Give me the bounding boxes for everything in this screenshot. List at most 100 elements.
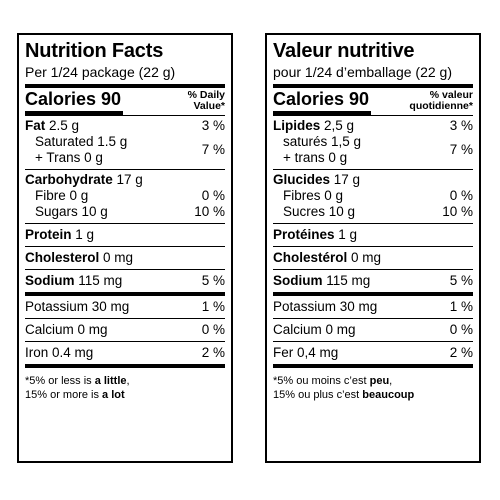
sodium-group: Sodium 115 mg 5 % bbox=[25, 270, 225, 292]
sugars-row: Sugars 10 g 10 % bbox=[25, 204, 225, 220]
sugars-label: Sucres 10 g bbox=[283, 204, 356, 219]
potassium-dv: 1 % bbox=[449, 299, 473, 314]
sodium-group: Sodium 115 mg 5 % bbox=[273, 270, 473, 292]
potassium-group: Potassium 30 mg 1 % bbox=[25, 296, 225, 319]
trans-row: + trans 0 g bbox=[283, 150, 348, 165]
daily-value-header: % Daily Value* bbox=[188, 88, 225, 112]
footnote-bold: a lot bbox=[102, 389, 125, 401]
dv-header-line2: Value* bbox=[193, 100, 225, 112]
calcium-dv: 0 % bbox=[449, 322, 473, 337]
sodium-amount: 115 mg bbox=[74, 273, 123, 288]
dv-header-line1: % valeur bbox=[429, 89, 473, 101]
protein-group: Protein 1 g bbox=[25, 224, 225, 247]
cholesterol-label: Cholesterol bbox=[25, 250, 100, 265]
top-thick-rule bbox=[25, 84, 225, 88]
carb-group: Carbohydrate 17 g Fibre 0 g 0 % Sugars 1… bbox=[25, 170, 225, 224]
protein-row: Protéines 1 g bbox=[273, 227, 473, 243]
fat-dv: 3 % bbox=[201, 118, 225, 133]
fibre-label: Fibre 0 g bbox=[35, 188, 89, 203]
calcium-group: Calcium 0 mg 0 % bbox=[273, 319, 473, 342]
iron-label: Iron 0.4 mg bbox=[25, 345, 94, 360]
carb-row: Carbohydrate 17 g bbox=[25, 172, 225, 188]
dv-header-line2: quotidienne* bbox=[409, 100, 473, 112]
daily-value-header: % valeur quotidienne* bbox=[409, 88, 473, 112]
iron-dv: 2 % bbox=[449, 345, 473, 360]
thick-rule bbox=[273, 364, 473, 368]
potassium-label: Potassium 30 mg bbox=[25, 299, 130, 314]
sat-trans-pair: saturés 1,5 g + trans 0 g 7 % bbox=[273, 134, 473, 166]
fibre-label: Fibres 0 g bbox=[283, 188, 344, 203]
footnote: *5% ou moins c’est peu, 15% ou plus c’es… bbox=[273, 368, 473, 402]
calcium-group: Calcium 0 mg 0 % bbox=[25, 319, 225, 342]
fat-row: Lipides 2,5 g 3 % bbox=[273, 118, 473, 134]
carb-group: Glucides 17 g Fibres 0 g 0 % Sucres 10 g… bbox=[273, 170, 473, 224]
fat-amount: 2.5 g bbox=[45, 118, 80, 133]
calories-row: Calories 90 % valeur quotidienne* bbox=[273, 88, 473, 113]
saturated-row: saturés 1,5 g bbox=[283, 134, 362, 149]
dv-header-line1: % Daily bbox=[187, 89, 225, 101]
calcium-dv: 0 % bbox=[201, 322, 225, 337]
cholesterol-group: Cholesterol 0 mg bbox=[25, 247, 225, 270]
footnote-line1: *5% ou moins c’est peu, bbox=[273, 374, 473, 388]
footnote-line1: *5% or less is a little, bbox=[25, 374, 225, 388]
thick-rule bbox=[25, 364, 225, 368]
calcium-row: Calcium 0 mg 0 % bbox=[25, 322, 225, 338]
footnote-text: 15% or more is bbox=[25, 389, 103, 401]
protein-row: Protein 1 g bbox=[25, 227, 225, 243]
protein-label: Protein bbox=[25, 227, 72, 242]
sodium-label: Sodium bbox=[25, 273, 75, 288]
calcium-label: Calcium 0 mg bbox=[25, 322, 108, 337]
nutrition-facts-panel-fr: Valeur nutritive pour 1/24 d’emballage (… bbox=[265, 33, 481, 463]
calories-underline bbox=[273, 111, 371, 115]
fibre-dv: 0 % bbox=[449, 188, 473, 203]
footnote-bold: a little bbox=[94, 375, 127, 387]
cholesterol-row: Cholesterol 0 mg bbox=[25, 250, 225, 266]
calories-row: Calories 90 % Daily Value* bbox=[25, 88, 225, 113]
sugars-label: Sugars 10 g bbox=[35, 204, 108, 219]
divider bbox=[25, 115, 225, 116]
sugars-row: Sucres 10 g 10 % bbox=[273, 204, 473, 220]
carb-label: Glucides bbox=[273, 172, 331, 187]
top-thick-rule bbox=[273, 84, 473, 88]
cholesterol-label: Cholestérol bbox=[273, 250, 348, 265]
carb-row: Glucides 17 g bbox=[273, 172, 473, 188]
fat-group: Fat 2.5 g 3 % Saturated 1.5 g + Trans 0 … bbox=[25, 116, 225, 170]
iron-row: Iron 0.4 mg 2 % bbox=[25, 345, 225, 361]
sat-trans-dv: 7 % bbox=[449, 142, 473, 157]
nutrition-facts-panel-en: Nutrition Facts Per 1/24 package (22 g) … bbox=[17, 33, 233, 463]
footnote-text: *5% or less is bbox=[25, 375, 95, 387]
panel-title: Valeur nutritive bbox=[273, 40, 415, 62]
fat-group: Lipides 2,5 g 3 % saturés 1,5 g + trans … bbox=[273, 116, 473, 170]
carb-label: Carbohydrate bbox=[25, 172, 113, 187]
potassium-dv: 1 % bbox=[201, 299, 225, 314]
footnote-text: , bbox=[126, 375, 130, 387]
footnote-text: *5% ou moins c’est bbox=[273, 375, 370, 387]
fat-label: Fat bbox=[25, 118, 46, 133]
fat-amount: 2,5 g bbox=[320, 118, 355, 133]
cholesterol-row: Cholestérol 0 mg bbox=[273, 250, 473, 266]
thick-rule bbox=[273, 292, 473, 296]
sodium-dv: 5 % bbox=[201, 273, 225, 288]
saturated-row: Saturated 1.5 g bbox=[35, 134, 128, 149]
sodium-amount: 115 mg bbox=[322, 273, 371, 288]
footnote-bold: peu bbox=[369, 375, 390, 387]
potassium-row: Potassium 30 mg 1 % bbox=[25, 299, 225, 315]
panel-title: Nutrition Facts bbox=[25, 40, 164, 62]
serving-size: pour 1/24 d’emballage (22 g) bbox=[273, 64, 453, 80]
sodium-row: Sodium 115 mg 5 % bbox=[273, 273, 473, 289]
protein-label: Protéines bbox=[273, 227, 335, 242]
fibre-dv: 0 % bbox=[201, 188, 225, 203]
iron-dv: 2 % bbox=[201, 345, 225, 360]
calcium-label: Calcium 0 mg bbox=[273, 322, 356, 337]
thick-rule bbox=[25, 292, 225, 296]
fibre-row: Fibre 0 g 0 % bbox=[25, 188, 225, 204]
sat-trans-dv: 7 % bbox=[201, 142, 225, 157]
iron-group: Iron 0.4 mg 2 % bbox=[25, 342, 225, 364]
potassium-label: Potassium 30 mg bbox=[273, 299, 378, 314]
footnote-text: , bbox=[389, 375, 393, 387]
calcium-row: Calcium 0 mg 0 % bbox=[273, 322, 473, 338]
fat-dv: 3 % bbox=[449, 118, 473, 133]
serving-size: Per 1/24 package (22 g) bbox=[25, 64, 176, 80]
cholesterol-group: Cholestérol 0 mg bbox=[273, 247, 473, 270]
divider bbox=[273, 115, 473, 116]
